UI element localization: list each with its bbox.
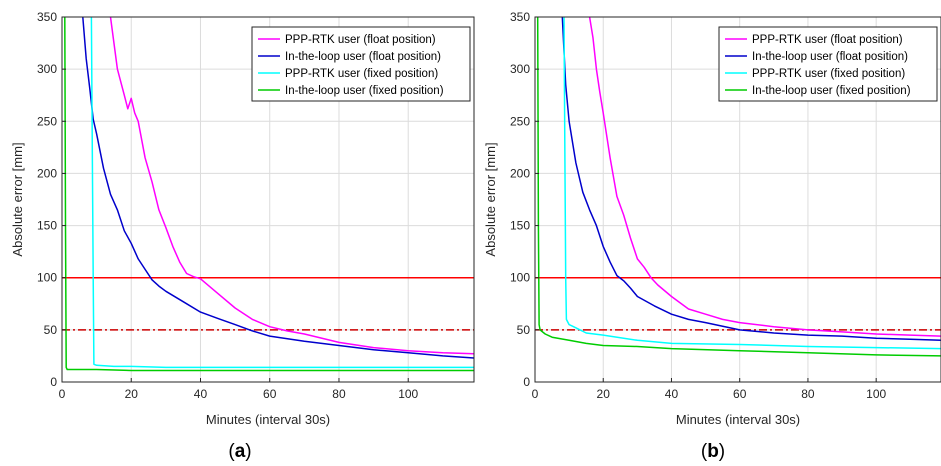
x-tick-label: 100 [866,387,886,401]
legend-entry: In-the-loop user (float position) [752,51,908,63]
x-tick-label: 100 [398,387,418,401]
x-tick-label: 0 [59,387,66,401]
y-tick-label: 350 [37,10,57,24]
y-tick-label: 0 [50,375,57,389]
y-tick-label: 350 [510,10,530,24]
series-line-3 [90,17,474,369]
y-tick-label: 250 [37,114,57,128]
y-axis-label: Absolute error [mm] [10,142,25,256]
legend-entry: PPP-RTK user (fixed position) [285,68,438,80]
x-tick-label: 80 [332,387,346,401]
x-axis-label: Minutes (interval 30s) [206,412,330,427]
series-line-2 [561,17,941,342]
y-tick-label: 250 [510,114,530,128]
y-tick-label: 0 [523,375,530,389]
data-layer [62,17,474,372]
series-line-4 [536,17,941,357]
x-tick-label: 40 [194,387,208,401]
series-line-3 [563,17,941,350]
legend-entry: PPP-RTK user (float position) [285,34,436,46]
panel-label: (b) [701,441,725,462]
axes-box [61,16,475,383]
y-tick-label: 50 [44,323,58,337]
y-tick-label: 300 [510,62,530,76]
series-line-1 [109,17,474,355]
legend-entry: In-the-loop user (fixed position) [285,85,444,97]
series-line-4 [64,17,474,372]
x-tick-label: 80 [801,387,815,401]
y-tick-label: 100 [510,271,530,285]
legend-box [718,26,938,102]
y-tick-label: 50 [517,323,531,337]
legend-box [251,26,471,102]
x-tick-label: 0 [532,387,539,401]
legend: PPP-RTK user (float position) In-the-loop… [251,26,471,102]
x-tick-label: 20 [125,387,139,401]
x-axis-label: Minutes (interval 30s) [676,412,800,427]
chart-panel-b: 0 20 40 60 80 100 0 50 100 150 200 250 300 350 Minutes… [483,10,941,462]
chart-panel-a: 0 20 40 60 80 100 0 50 100 150 200 250 300 350 Minutes… [10,10,475,462]
series-line-2 [82,17,474,359]
panel-label: (a) [228,441,251,462]
x-tick-label: 60 [263,387,277,401]
x-tick-label: 20 [597,387,611,401]
legend-entry: PPP-RTK user (fixed position) [752,68,905,80]
y-tick-label: 200 [37,166,57,180]
y-tick-label: 150 [37,219,57,233]
y-tick-label: 300 [37,62,57,76]
x-tick-label: 60 [733,387,747,401]
legend-entry: PPP-RTK user (float position) [752,34,903,46]
axes-box [534,16,941,383]
data-layer [535,17,941,357]
y-tick-label: 150 [510,219,530,233]
legend-entry: In-the-loop user (fixed position) [752,85,911,97]
x-tick-label: 40 [665,387,679,401]
y-axis-label: Absolute error [mm] [483,142,498,256]
legend: PPP-RTK user (float position) In-the-loop… [718,26,938,102]
y-tick-label: 100 [37,271,57,285]
y-tick-label: 200 [510,166,530,180]
series-line-1 [588,17,941,337]
legend-entry: In-the-loop user (float position) [285,51,441,63]
